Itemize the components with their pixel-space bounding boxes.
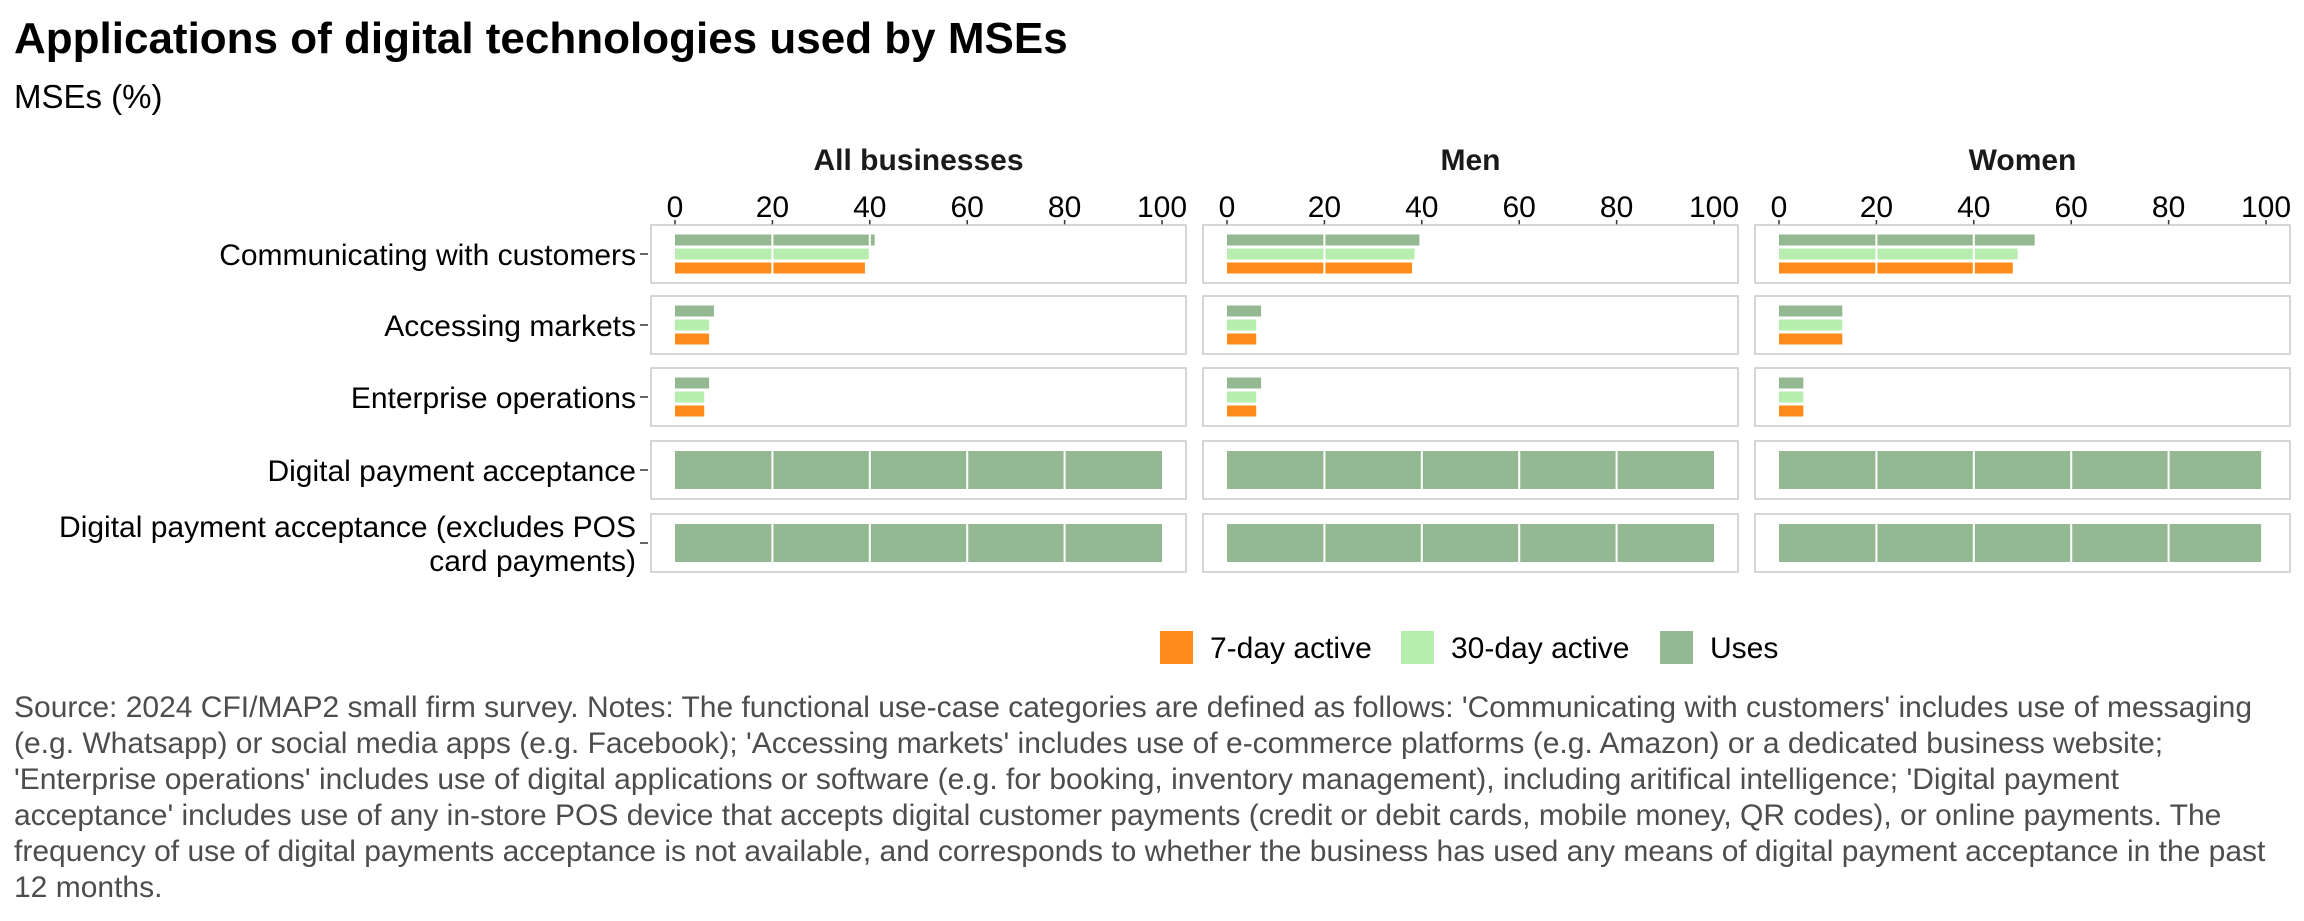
legend-item-uses: Uses [1660,631,1778,665]
panel-border [1202,295,1739,355]
facet-title: All businesses [813,144,1023,177]
bar-uses [1227,524,1714,562]
facet-women: Women 0 20 40 60 80 100 [1754,144,2291,573]
bar-7-day-active [1227,333,1257,345]
panel-border [650,295,1187,355]
bar-uses [1779,524,2262,562]
facet-title: Women [1969,144,2077,177]
category-label: card payments) [429,545,636,578]
category-label: Digital payment acceptance [267,455,636,488]
legend-swatch [1660,631,1693,664]
bar-uses [1227,451,1714,489]
bar-uses [675,524,1162,562]
chart-title: Applications of digital technologies use… [14,14,1068,63]
category-label: Enterprise operations [351,382,636,415]
bar-7-day-active [1779,262,2013,274]
x-tick-label: 0 [1771,191,1788,224]
legend-label: Uses [1710,632,1778,665]
x-tick-label: 0 [1219,191,1236,224]
x-tick-label: 60 [951,191,984,224]
legend-item-7-day-active: 7-day active [1160,631,1372,665]
x-tick-label: 100 [1689,191,1739,224]
category-axis: Communicating with customers Accessing ma… [59,239,648,578]
category-label: Digital payment acceptance (excludes POS [59,511,636,544]
category-label: Communicating with customers [219,239,636,272]
x-tick-label: 40 [1957,191,1990,224]
bar-uses [1779,451,2262,489]
legend-label: 30-day active [1451,632,1629,665]
bar-uses [1227,305,1262,317]
x-tick-label: 40 [1405,191,1438,224]
x-tick-label: 100 [2241,191,2291,224]
bar-uses [675,377,710,389]
bar-30-day-active [1227,391,1257,403]
bar-uses [1779,377,1804,389]
x-tick-label: 20 [1860,191,1893,224]
bar-uses [675,234,875,246]
x-tick-label: 60 [1503,191,1536,224]
bar-uses [675,451,1162,489]
bar-7-day-active [675,333,710,345]
chart-subtitle: MSEs (%) [14,78,163,115]
facet-panels: All businesses 0 20 40 60 80 100 Men 0 20 40 60 80 10… [650,144,2291,573]
facet-men: Men 0 20 40 60 80 100 [1202,144,1739,573]
legend-label: 7-day active [1210,632,1372,665]
bar-uses [1227,377,1262,389]
bar-30-day-active [1779,319,1843,331]
bar-30-day-active [1779,248,2018,260]
legend-item-30-day-active: 30-day active [1401,631,1629,665]
source-note: Source: 2024 CFI/MAP2 small firm survey.… [14,691,2266,904]
panel-border [1202,367,1739,427]
legend-swatch [1401,631,1434,664]
facet-title: Men [1441,144,1501,177]
bar-7-day-active [1779,333,1843,345]
bar-30-day-active [1227,248,1415,260]
x-tick-label: 40 [853,191,886,224]
bar-uses [1779,305,1843,317]
facet-all-businesses: All businesses 0 20 40 60 80 100 [650,144,1187,573]
bar-uses [1227,234,1420,246]
bar-7-day-active [1227,405,1257,417]
bar-7-day-active [675,262,865,274]
x-tick-label: 20 [1308,191,1341,224]
x-tick-label: 80 [2152,191,2185,224]
bar-uses [1779,234,2035,246]
x-tick-label: 20 [756,191,789,224]
x-tick-label: 0 [667,191,684,224]
panel-border [650,367,1187,427]
bar-7-day-active [1227,262,1413,274]
x-tick-label: 80 [1600,191,1633,224]
x-tick-label: 60 [2055,191,2088,224]
legend-swatch [1160,631,1193,664]
bar-30-day-active [1227,319,1257,331]
panel-border [1754,295,2291,355]
panel-border [1754,367,2291,427]
category-label: Accessing markets [384,310,636,343]
bar-uses [675,305,714,317]
bar-30-day-active [675,391,705,403]
bar-30-day-active [1779,391,1804,403]
bar-7-day-active [675,405,705,417]
bar-30-day-active [675,319,710,331]
bar-7-day-active [1779,405,1804,417]
legend: 7-day active 30-day active Uses [1160,631,1778,665]
x-tick-label: 80 [1048,191,1081,224]
x-tick-label: 100 [1137,191,1187,224]
